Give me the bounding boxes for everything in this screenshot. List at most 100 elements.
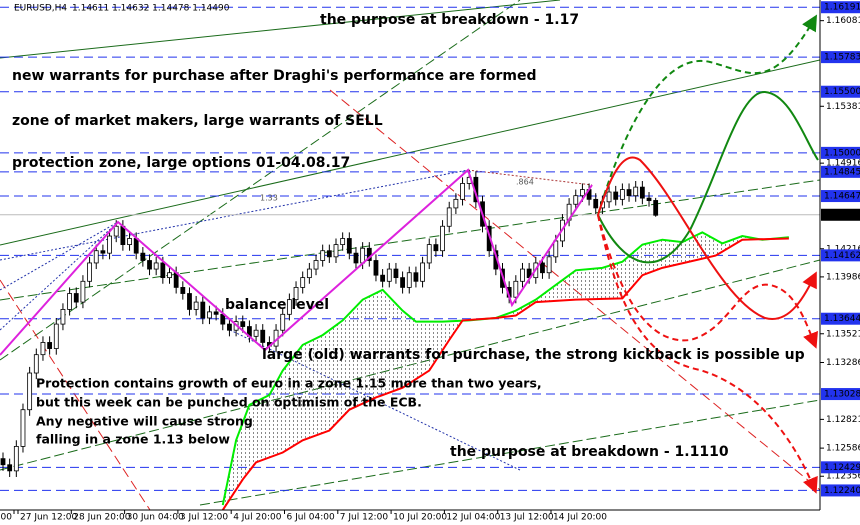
annotation: the purpose at breakdown - 1.17 (320, 12, 579, 28)
candle-body (120, 225, 126, 246)
candle-body (420, 262, 425, 282)
channel-line (0, 179, 820, 301)
candle-body (453, 198, 459, 209)
candle-body (619, 189, 625, 200)
y-tick-label: 1.15381 (826, 102, 860, 112)
candle-body (540, 262, 545, 274)
y-tick-label: 1.14916 (826, 159, 860, 169)
candle-body (393, 268, 399, 279)
candle-body (460, 183, 465, 200)
level-label-bg (821, 85, 860, 98)
ohlc: 1.14611 1.14632 1.14478 1.14490 (72, 4, 230, 14)
level-label-bg (821, 190, 860, 203)
current-price-label: 1.14494 (824, 210, 860, 220)
x-tick-label: 3 Jul 12:00 (180, 513, 229, 523)
candle-body (353, 252, 359, 264)
x-tick-label: 12 Jul 04:00 (446, 513, 500, 523)
annotation: but this week can be punched on optimism… (36, 395, 422, 410)
resistance-line (0, 279, 151, 510)
candle-body (240, 321, 246, 327)
level-label: 1.16191 (824, 3, 860, 13)
candle-body (513, 280, 519, 298)
level-label: 1.14647 (824, 192, 860, 202)
candle-body (520, 268, 525, 282)
candle-body (553, 240, 559, 258)
level-label: 1.13644 (824, 314, 860, 324)
candle-body (140, 252, 146, 261)
candle-body (113, 225, 119, 237)
level-label-bg (821, 1, 860, 14)
level-label-bg (821, 165, 860, 178)
cloud (222, 232, 789, 510)
candle-body (546, 256, 552, 274)
candle-body (87, 262, 92, 282)
candle-body (253, 329, 259, 337)
level-label-bg (821, 51, 860, 64)
candle-body (220, 313, 226, 325)
candle-body (406, 272, 412, 288)
annotation: balance level (225, 297, 329, 313)
forecast-up (597, 90, 819, 264)
annotation: zone of market makers, large warrants of… (12, 113, 383, 129)
candle-body (107, 235, 112, 254)
candle-body (53, 323, 59, 349)
candle-body (280, 313, 286, 331)
candle-body (207, 311, 212, 319)
candle-body (13, 446, 19, 472)
symbol: EURUSD,H4 (14, 4, 67, 14)
candle-body (426, 244, 432, 264)
level-label: 1.14845 (824, 167, 860, 177)
candle-body (167, 272, 172, 279)
x-tick-label: 7 Jul 12:00 (340, 513, 389, 523)
candle-body (400, 277, 406, 288)
level-label-bg (821, 312, 860, 325)
fan-line (467, 169, 593, 186)
level-label-bg (821, 146, 860, 159)
x-tick-label: 4 Jul 20:00 (233, 513, 282, 523)
candle-body (373, 260, 379, 276)
forecast-red-dashed (597, 214, 818, 349)
candle-body (227, 323, 232, 331)
candle-body (306, 268, 312, 279)
candle-body (93, 250, 99, 264)
candle-body (386, 268, 392, 282)
x-tick-label: 27 Jun 12:00 (20, 513, 77, 523)
annotation: Protection contains growth of euro in a … (36, 376, 542, 391)
candle-body (153, 262, 159, 270)
forecast-down-dashed (597, 214, 818, 494)
candle-body (613, 191, 619, 200)
plot-area: the purpose at breakdown - 1.17 new warra… (0, 0, 820, 510)
x-tick-label: 28 Jun 20:00 (73, 513, 130, 523)
candle-body (20, 409, 26, 447)
candle-body (200, 301, 206, 319)
annotation: the purpose at breakdown - 1.1110 (450, 444, 729, 460)
level-label: 1.12429 (824, 463, 860, 473)
candle-body (47, 342, 53, 349)
candle-body (213, 311, 219, 315)
forecast-red (597, 156, 817, 321)
candle-body (326, 250, 332, 258)
candle-body (286, 299, 292, 315)
candle-body (366, 247, 372, 261)
level-label: 1.14162 (824, 251, 860, 261)
level-label: 1.12240 (824, 486, 860, 496)
drawings (0, 14, 819, 494)
candle-body (413, 272, 419, 282)
level-label-bg (821, 461, 860, 474)
level-label-bg (821, 249, 860, 262)
level-label-bg (821, 388, 860, 401)
x-tick-label: 14 Jul 20:00 (553, 513, 607, 523)
y-tick-label: 1.12356 (826, 472, 860, 482)
candle-body (433, 244, 439, 252)
candle-body (0, 458, 6, 466)
candle-body (639, 186, 645, 199)
x-tick-label: :00 (0, 513, 12, 523)
annotations: the purpose at breakdown - 1.17 new warra… (12, 12, 805, 460)
ichimoku-line (221, 237, 789, 510)
y-tick-label: 1.12821 (826, 415, 860, 425)
candle-body (27, 372, 33, 411)
x-tick-label: 30 Jun 04:00 (127, 513, 184, 523)
candle-body (320, 250, 326, 261)
